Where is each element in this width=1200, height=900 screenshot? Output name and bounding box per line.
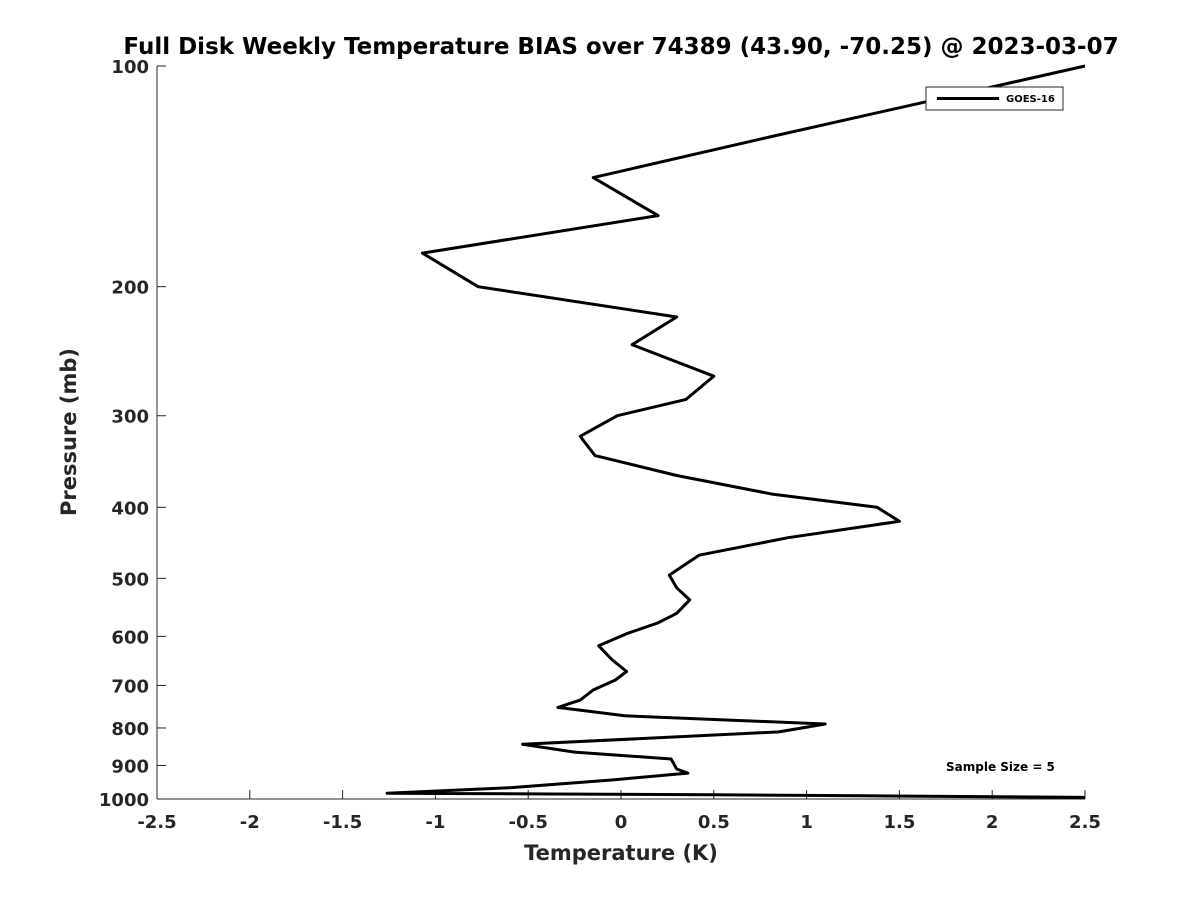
x-tick-label: 2.5 (1069, 812, 1101, 833)
x-tick-label: 2 (986, 812, 999, 833)
legend: GOES-16 (925, 86, 1064, 111)
y-tick-label: 600 (111, 627, 149, 648)
y-tick-label: 200 (111, 278, 149, 299)
x-tick-label: 1.5 (883, 812, 915, 833)
x-tick-label: 0 (615, 812, 628, 833)
x-tick-label: -1.5 (323, 812, 362, 833)
y-tick-label: 900 (111, 756, 149, 777)
chart-title: Full Disk Weekly Temperature BIAS over 7… (123, 34, 1118, 60)
y-tick-label: 500 (111, 569, 149, 590)
legend-entry-goes-16: GOES-16 (1006, 94, 1055, 105)
plot-area: -2.5 -2 -1.5 -1 -0.5 0 0.5 1 1.5 2 2.5 100 200 300 40… (99, 57, 1101, 833)
x-tick-label: -1 (425, 812, 445, 833)
x-tick-label: -2 (240, 812, 260, 833)
x-tick-label: -0.5 (509, 812, 548, 833)
x-tick-label: -2.5 (137, 812, 176, 833)
y-tick-label: 1000 (99, 790, 149, 811)
sample-size-annotation: Sample Size = 5 (946, 760, 1055, 774)
x-tick-label: 0.5 (698, 812, 730, 833)
y-tick-label: 800 (111, 719, 149, 740)
x-axis-label: Temperature (K) (524, 841, 718, 865)
y-tick-label: 400 (111, 498, 149, 519)
x-tick-label: 1 (800, 812, 813, 833)
y-axis-ticks: 100 200 300 400 500 600 700 800 900 1000 (99, 57, 166, 811)
y-tick-label: 100 (111, 57, 149, 78)
series-line-goes-16 (385, 64, 1086, 799)
y-tick-label: 300 (111, 407, 149, 428)
y-axis-label: Pressure (mb) (57, 348, 81, 516)
y-tick-label: 700 (111, 676, 149, 697)
x-axis-ticks: -2.5 -2 -1.5 -1 -0.5 0 0.5 1 1.5 2 2.5 (137, 790, 1101, 833)
